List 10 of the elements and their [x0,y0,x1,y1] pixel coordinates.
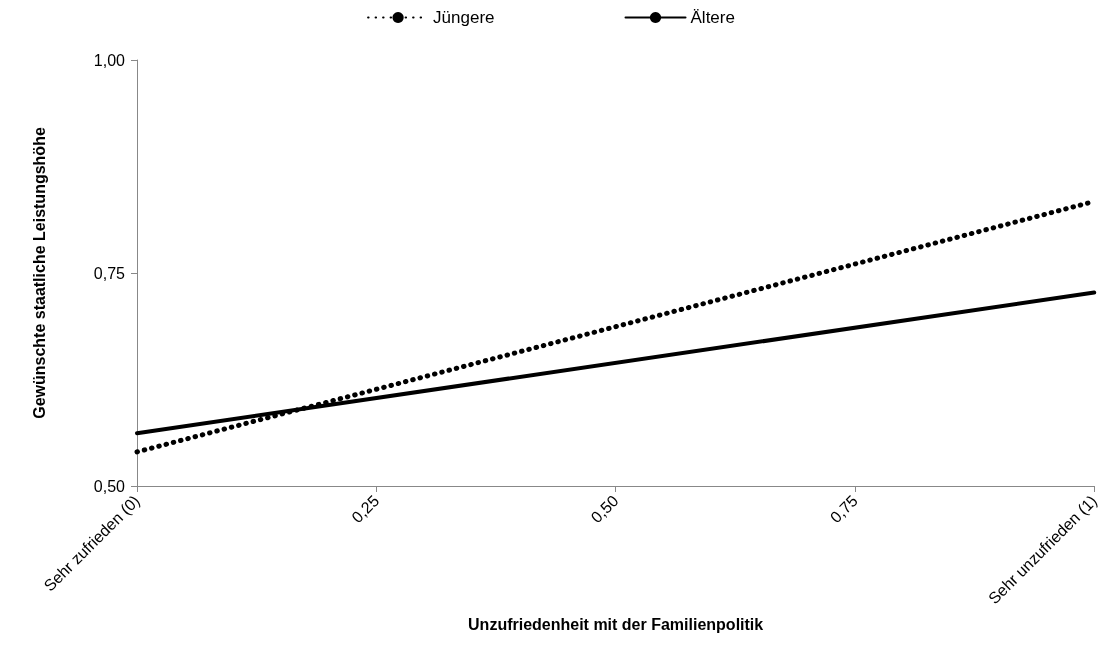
y-tick-label: 0,75 [93,264,126,282]
legend-label: Jüngere [433,8,495,27]
x-tick-label: 0,50 [587,491,622,527]
x-tick-label: 0,25 [348,491,383,527]
legend-label: Ältere [690,8,735,27]
y-axis-title: Gewünschte staatliche Leistungshöhe [30,127,48,419]
x-tick-label: 0,75 [826,491,861,527]
y-tick-label: 0,50 [93,477,126,495]
x-axis-title: Unzufriedenheit mit der Familienpolitik [468,615,764,633]
y-tick-label: 1,00 [93,51,126,69]
